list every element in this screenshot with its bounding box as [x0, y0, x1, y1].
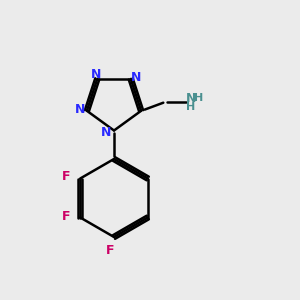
Text: H: H — [186, 102, 196, 112]
Text: H: H — [194, 93, 203, 103]
Text: N: N — [131, 70, 141, 84]
Text: N: N — [100, 126, 111, 140]
Text: N: N — [75, 103, 86, 116]
Text: F: F — [61, 210, 70, 224]
Text: F: F — [61, 170, 70, 183]
Text: N: N — [186, 92, 196, 105]
Text: N: N — [91, 68, 101, 81]
Text: F: F — [106, 244, 115, 257]
